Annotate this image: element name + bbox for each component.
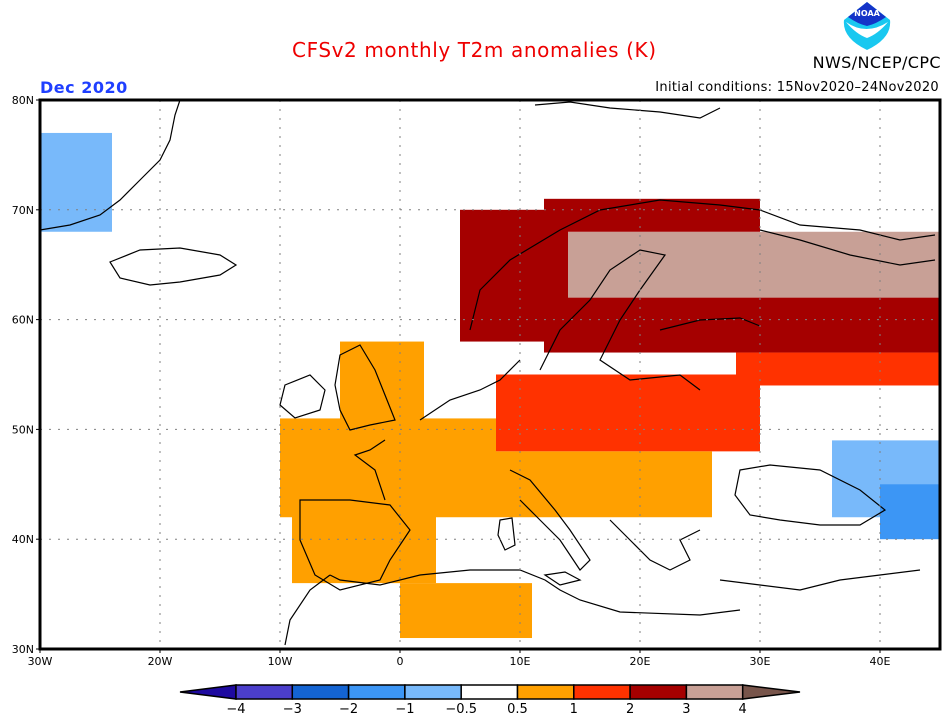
noaa-logo-icon: NOAA bbox=[843, 2, 891, 50]
chart-title: CFSv2 monthly T2m anomalies (K) bbox=[292, 38, 657, 62]
organization-label: NWS/NCEP/CPC bbox=[812, 53, 941, 72]
x-tick-label: 30E bbox=[750, 655, 771, 668]
legend-label: 2 bbox=[626, 702, 634, 717]
legend-color-box bbox=[573, 684, 631, 700]
legend-color-box bbox=[347, 684, 406, 700]
coastline-turkey-south bbox=[719, 569, 921, 591]
anomaly-region bbox=[880, 484, 940, 540]
coastline-black-sea bbox=[734, 464, 887, 526]
anomaly-region bbox=[496, 374, 760, 452]
anomaly-region bbox=[544, 297, 940, 353]
legend-arrow-high bbox=[741, 684, 801, 700]
coastline-ireland bbox=[279, 374, 326, 419]
anomaly-region bbox=[340, 341, 424, 430]
y-tick-label: 70N bbox=[12, 204, 34, 217]
legend-label: −3 bbox=[283, 702, 302, 717]
x-tick-label: 20W bbox=[148, 655, 173, 668]
legend-label: −2 bbox=[339, 702, 358, 717]
legend-color-box bbox=[235, 684, 294, 700]
coastline-iceland bbox=[109, 247, 238, 286]
coastline-italy bbox=[509, 469, 591, 571]
coastline-greece bbox=[609, 519, 701, 571]
x-tick-label: 20E bbox=[630, 655, 651, 668]
x-tick-label: 10E bbox=[510, 655, 531, 668]
coastline-baltic bbox=[539, 249, 701, 391]
x-tick-label: 0 bbox=[397, 655, 404, 668]
anomaly-region bbox=[496, 451, 712, 518]
noaa-logo-text: NOAA bbox=[854, 9, 880, 18]
legend-color-boxes bbox=[179, 684, 801, 700]
anomaly-map: 30N 40N 50N 60N 70N 80N 30W 20W 10W 0 10E 20E 30E 40… bbox=[12, 94, 942, 668]
anomaly-cells bbox=[40, 132, 940, 639]
legend-labels: −4 −3 −2 −1 −0.5 0.5 1 2 3 4 bbox=[226, 702, 746, 717]
legend-color-box bbox=[291, 684, 350, 700]
coastlines bbox=[39, 99, 936, 646]
legend-color-box bbox=[404, 684, 462, 700]
y-tick-label: 80N bbox=[12, 94, 34, 107]
legend-label: −1 bbox=[395, 702, 414, 717]
longitude-axis: 30W 20W 10W 0 10E 20E 30E 40E bbox=[28, 649, 891, 668]
coastline-france-west bbox=[353, 439, 386, 501]
coastline-svalbard bbox=[534, 101, 721, 119]
x-tick-label: 30W bbox=[28, 655, 53, 668]
legend-color-box bbox=[516, 684, 575, 700]
legend-label: 0.5 bbox=[507, 702, 528, 717]
coastline-kola bbox=[759, 229, 936, 266]
legend-label: 3 bbox=[682, 702, 690, 717]
anomaly-region bbox=[40, 132, 112, 232]
x-tick-label: 10W bbox=[268, 655, 293, 668]
anomaly-region bbox=[544, 198, 760, 232]
y-tick-label: 50N bbox=[12, 423, 34, 436]
y-tick-label: 60N bbox=[12, 314, 34, 327]
legend-color-box bbox=[685, 684, 744, 700]
coastline-africa-west bbox=[284, 574, 331, 646]
coastline-greenland bbox=[39, 99, 181, 231]
y-tick-label: 30N bbox=[12, 643, 34, 656]
map-frame bbox=[38, 98, 942, 651]
forecast-period: Dec 2020 bbox=[40, 78, 128, 97]
coastline-sicily bbox=[543, 571, 582, 586]
coastline-britain bbox=[334, 344, 396, 431]
legend-label: −4 bbox=[226, 702, 245, 717]
y-tick-label: 40N bbox=[12, 533, 34, 546]
legend-label: 1 bbox=[570, 702, 578, 717]
legend-label: 4 bbox=[739, 702, 747, 717]
coastline-iberia bbox=[299, 499, 411, 591]
initial-conditions: Initial conditions: 15Nov2020–24Nov2020 bbox=[655, 80, 939, 95]
anomaly-region bbox=[568, 231, 940, 298]
legend-label: −0.5 bbox=[445, 702, 477, 717]
legend-color-box bbox=[460, 684, 519, 700]
coastline-north-africa bbox=[329, 569, 741, 616]
gridlines bbox=[40, 100, 940, 649]
coastline-gulf-of-finland bbox=[659, 317, 761, 331]
coastline-scandinavia bbox=[469, 199, 936, 331]
latitude-axis: 30N 40N 50N 60N 70N 80N bbox=[12, 94, 40, 656]
anomaly-region bbox=[400, 583, 532, 639]
legend-color-box bbox=[629, 684, 688, 700]
coastline-sardinia bbox=[497, 517, 516, 551]
x-tick-label: 40E bbox=[870, 655, 891, 668]
coastline-north-sea bbox=[419, 359, 521, 421]
legend-arrow-low bbox=[179, 684, 237, 700]
anomaly-region bbox=[736, 352, 940, 386]
